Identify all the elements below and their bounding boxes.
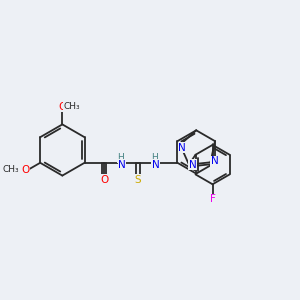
Text: O: O: [58, 102, 67, 112]
Text: N: N: [118, 160, 126, 170]
Text: O: O: [21, 165, 29, 175]
Text: N: N: [152, 160, 159, 170]
Text: CH₃: CH₃: [64, 102, 80, 111]
Text: N: N: [211, 156, 218, 166]
Text: CH₃: CH₃: [2, 165, 19, 174]
Text: O: O: [100, 175, 108, 184]
Text: N: N: [178, 143, 186, 153]
Text: F: F: [210, 194, 215, 204]
Text: N: N: [189, 160, 197, 170]
Text: H: H: [151, 153, 158, 162]
Text: S: S: [134, 175, 141, 184]
Text: H: H: [118, 153, 124, 162]
